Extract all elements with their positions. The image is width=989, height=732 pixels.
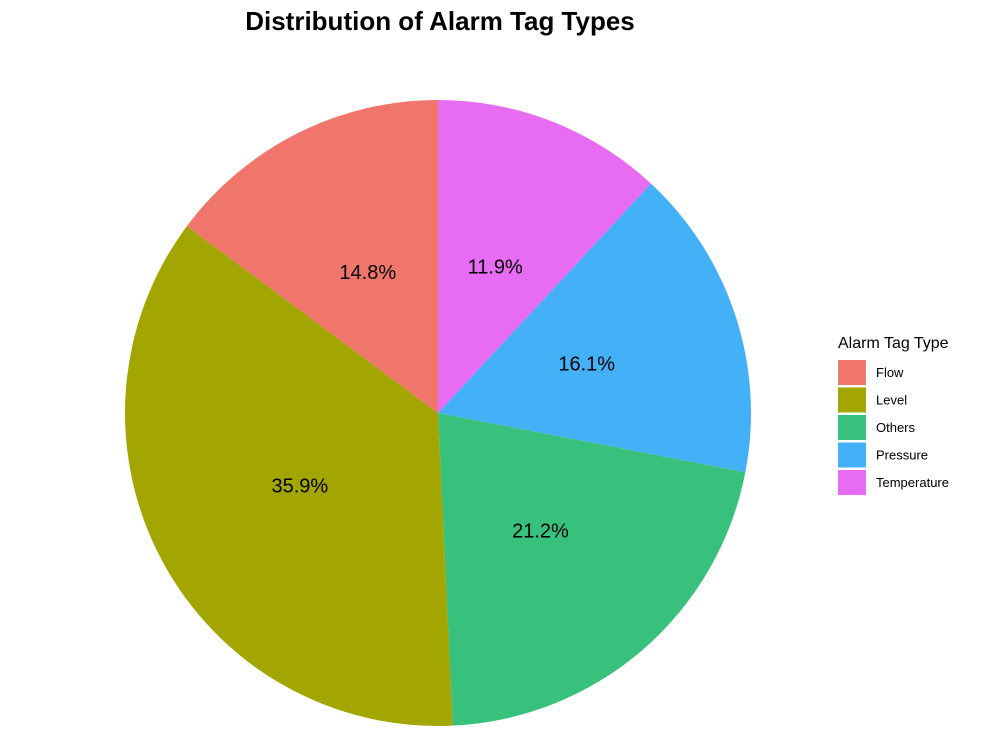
legend: Alarm Tag Type Flow Level Others Pressure Te…: [838, 335, 949, 495]
legend-key-pressure: [838, 442, 866, 468]
slice-label-temperature: 11.9%: [468, 256, 523, 278]
legend-label-flow: Flow: [876, 365, 904, 380]
pie-slice-pressure: [438, 183, 752, 473]
pie-slice-level: [124, 226, 453, 727]
slice-label-others: 21.2%: [512, 520, 569, 542]
pie-slice-others: [438, 413, 746, 726]
chart-title: Distribution of Alarm Tag Types: [245, 6, 635, 36]
legend-key-level: [838, 387, 866, 413]
slice-label-pressure: 16.1%: [558, 353, 615, 375]
slice-label-level: 35.9%: [271, 476, 328, 498]
legend-title: Alarm Tag Type: [838, 335, 949, 352]
legend-key-flow: [838, 360, 866, 385]
pie-slices: [124, 100, 752, 727]
legend-key-others: [838, 415, 866, 440]
legend-label-level: Level: [876, 393, 907, 408]
pie-slice-temperature: [438, 100, 651, 413]
pie-slice-flow: [186, 100, 438, 413]
legend-key-temperature: [838, 470, 866, 495]
pie-slice-labels: 11.9% 16.1% 21.2% 35.9% 14.8%: [271, 256, 615, 542]
legend-label-others: Others: [876, 420, 916, 435]
legend-label-temperature: Temperature: [876, 475, 949, 490]
legend-label-pressure: Pressure: [876, 448, 928, 463]
slice-label-flow: 14.8%: [339, 262, 396, 284]
